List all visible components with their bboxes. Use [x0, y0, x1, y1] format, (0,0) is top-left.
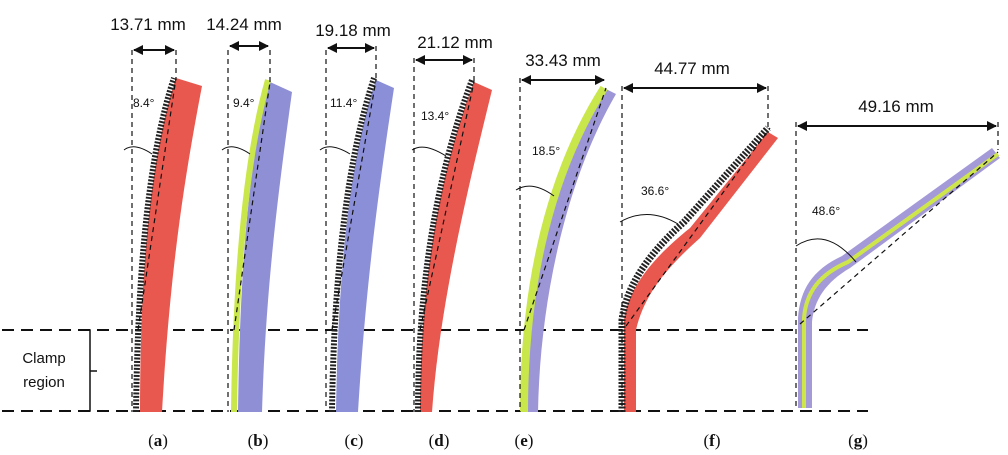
sample-b-body [238, 82, 292, 412]
sample-f-chord [625, 127, 771, 327]
sample-b-green [231, 79, 271, 413]
sample-a-angle-arc [123, 146, 153, 155]
sample-c: 19.18 mm 11.4° (c) [315, 21, 394, 450]
sample-a-label: (a) [148, 431, 168, 450]
sample-b-chord [233, 81, 271, 331]
clamp-label-line1: Clamp [22, 350, 65, 367]
sample-b: 14.24 mm 9.4° (b) [206, 15, 292, 450]
sample-f-width: 44.77 mm [654, 59, 730, 78]
sample-f-angle: 36.6° [641, 184, 669, 198]
sample-d-edge [415, 78, 475, 413]
sample-b-angle-arc [221, 146, 251, 155]
sample-c-angle: 11.4° [330, 96, 357, 110]
sample-e-angle-arc [515, 185, 555, 197]
sample-c-label: (c) [345, 431, 364, 450]
sample-a-body [140, 78, 202, 412]
sample-g-angle: 48.6° [812, 204, 840, 218]
sample-d-chord [419, 81, 475, 331]
sample-a-chord [137, 77, 177, 331]
sample-g-green [802, 152, 1000, 408]
sample-g-angle-arc [795, 238, 857, 263]
sample-a-angle: 8.4° [133, 96, 155, 110]
sample-f-angle-arc [619, 213, 679, 225]
sample-e-chord [523, 87, 607, 331]
sample-c-body [336, 80, 394, 412]
sample-c-chord [331, 79, 377, 331]
sample-a-width: 13.71 mm [110, 15, 186, 34]
sample-d-angle-arc [411, 146, 447, 157]
sample-f-body [624, 132, 778, 412]
sample-a-edge [133, 77, 177, 413]
sample-d: 21.12 mm 13.4° (d) [411, 33, 493, 450]
sample-b-width: 14.24 mm [206, 15, 282, 34]
sample-e-angle: 18.5° [532, 144, 560, 158]
sample-f-edge [618, 125, 771, 412]
sample-e-label: (e) [515, 431, 534, 450]
sample-g: 49.16 mm 48.6° (g) [795, 97, 1000, 450]
sample-d-width: 21.12 mm [417, 33, 493, 52]
sample-e: 33.43 mm 18.5° (e) [515, 51, 616, 450]
sample-g-chord [799, 151, 999, 325]
sample-a: 13.71 mm 8.4° (a) [110, 15, 202, 450]
sample-e-green [520, 85, 608, 413]
sample-c-angle-arc [319, 146, 351, 155]
sample-g-body [798, 148, 1000, 408]
sample-f-label: (f) [703, 431, 720, 450]
sample-g-width: 49.16 mm [858, 97, 934, 116]
sample-d-label: (d) [429, 431, 450, 450]
clamp-label-line2: region [23, 374, 65, 391]
sample-b-angle: 9.4° [233, 96, 255, 110]
sample-c-width: 19.18 mm [315, 21, 391, 40]
sample-c-edge [329, 77, 377, 413]
clamp-bracket [84, 329, 97, 412]
sample-e-width: 33.43 mm [525, 51, 601, 70]
sample-d-body [420, 82, 492, 412]
sample-d-angle: 13.4° [421, 109, 449, 123]
sample-f: 44.77 mm 36.6° (f) [618, 59, 778, 450]
sample-b-label: (b) [248, 431, 269, 450]
sample-g-label: (g) [848, 431, 868, 450]
